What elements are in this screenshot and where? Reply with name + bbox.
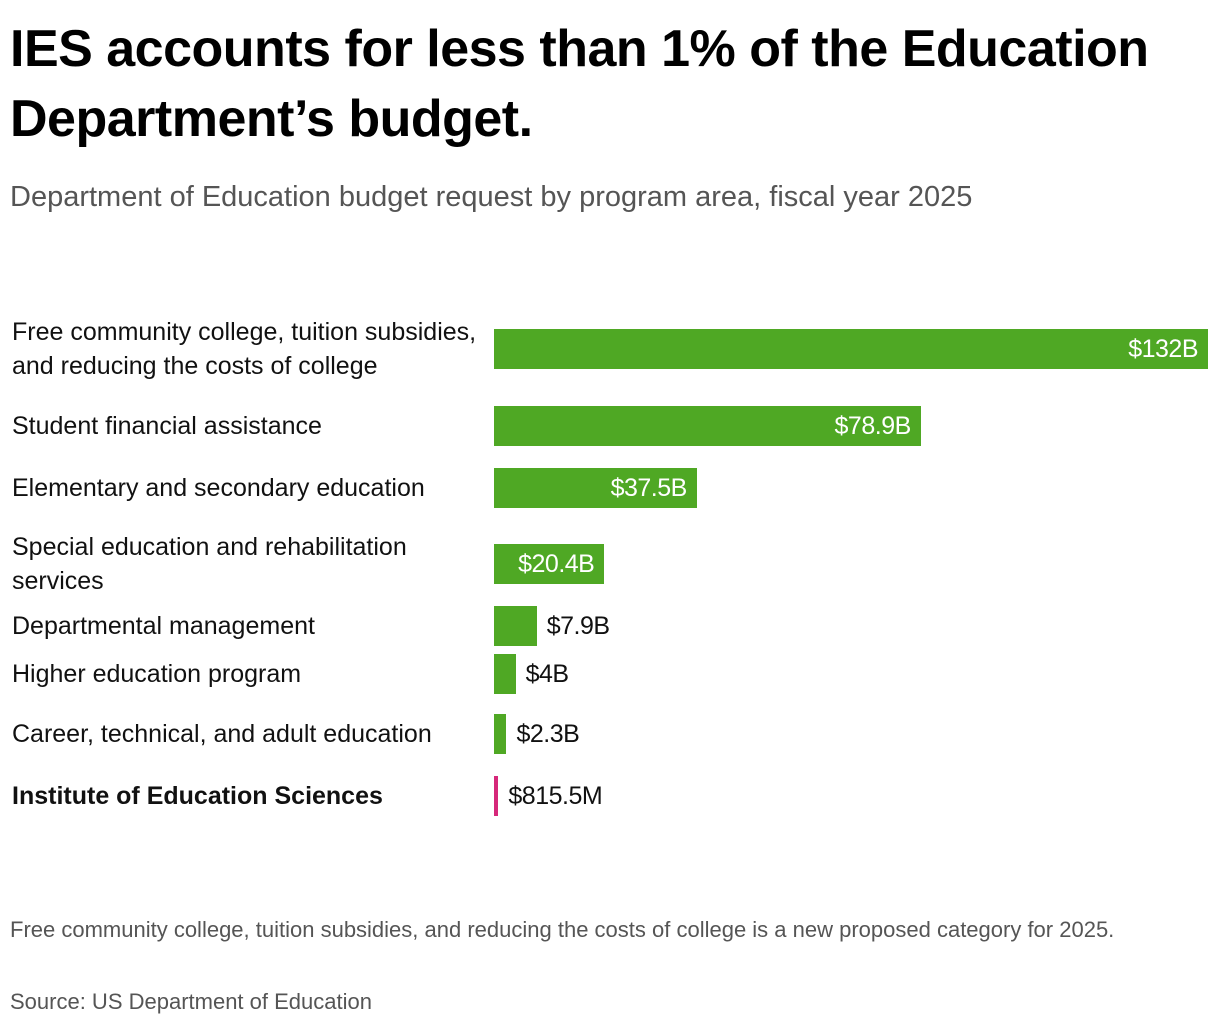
category-label: Departmental management — [12, 612, 315, 640]
bar — [494, 606, 537, 646]
category-label: Career, technical, and adult education — [12, 720, 432, 748]
category-label: Special education and rehabilitation ser… — [12, 533, 407, 595]
bar — [494, 406, 921, 446]
bar-value-label: $7.9B — [546, 612, 610, 640]
bar-value-label: $20.4B — [518, 550, 595, 578]
chart-subtitle: Department of Education budget request b… — [10, 181, 973, 213]
bar-value-label: $132B — [1128, 335, 1198, 363]
chart-source: Source: US Department of Education — [10, 989, 372, 1014]
bar-value-label: $815.5M — [508, 782, 603, 810]
bar-value-label: $37.5B — [610, 474, 688, 502]
bar-value-label: $4B — [525, 660, 569, 688]
category-label: Student financial assistance — [12, 412, 322, 440]
bar — [494, 654, 516, 694]
bar-value-label: $78.9B — [834, 412, 912, 440]
chart-footnote: Free community college, tuition subsidie… — [10, 917, 1115, 942]
bar — [494, 468, 697, 508]
category-label: Higher education program — [12, 660, 302, 688]
bar — [494, 714, 507, 754]
chart-title: IES accounts for less than 1% of the Edu… — [10, 20, 1149, 148]
bar — [494, 776, 499, 816]
bar — [494, 329, 1208, 369]
bar-value-label: $2.3B — [516, 720, 580, 748]
category-label: Free community college, tuition subsidie… — [12, 318, 477, 380]
category-label: Institute of Education Sciences — [12, 782, 383, 810]
bar — [494, 544, 605, 584]
category-label: Elementary and secondary education — [12, 474, 425, 502]
